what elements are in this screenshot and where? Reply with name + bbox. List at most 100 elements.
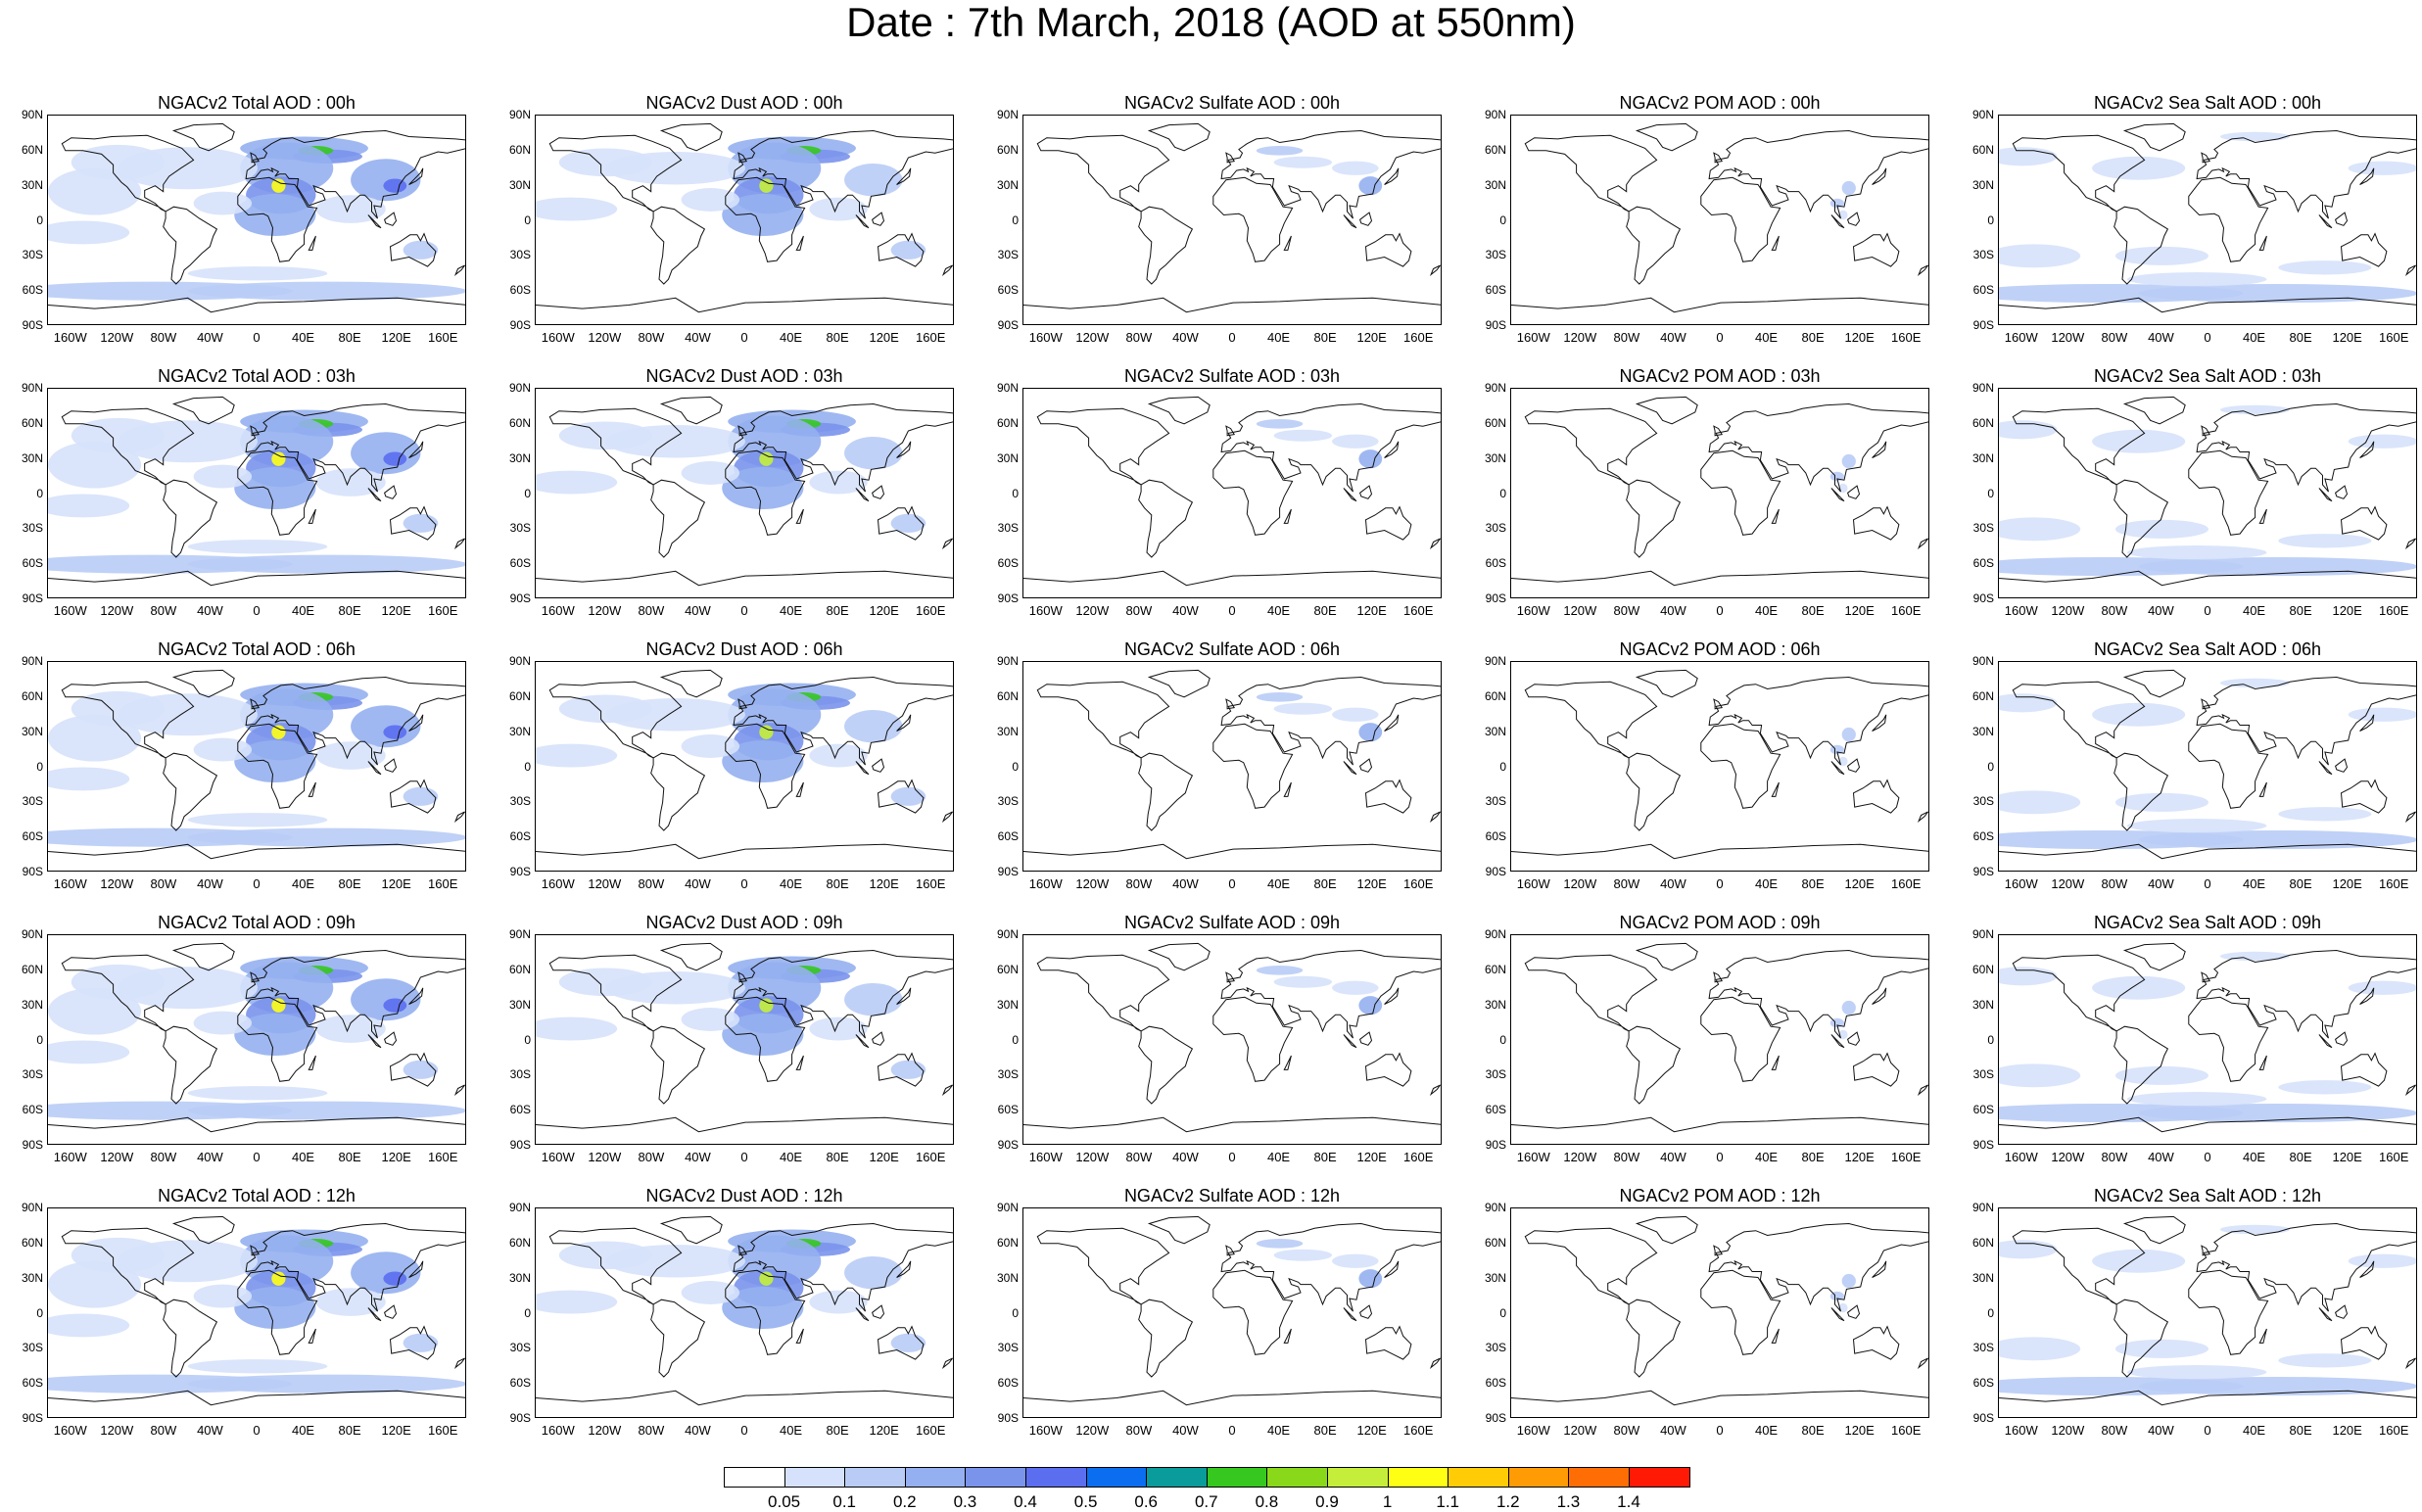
colorbar-swatch bbox=[1507, 1467, 1570, 1488]
coastline bbox=[389, 232, 437, 267]
coastline bbox=[1220, 949, 1441, 1039]
coastline bbox=[1700, 176, 1781, 262]
lon-tick-label: 160E bbox=[428, 330, 458, 345]
aod-field-patch bbox=[1999, 517, 2081, 542]
lat-tick-label: 60N bbox=[1484, 688, 1506, 703]
map-panel-sulfate-06h: NGACv2 Sulfate AOD : 06h 90N 60N 30N 0 30S 60S… bbox=[985, 639, 1461, 901]
panel-title: NGACv2 Sea Salt AOD : 09h bbox=[2093, 913, 2322, 932]
aod-field-patch bbox=[2348, 707, 2416, 722]
aod-field-patch bbox=[48, 1260, 142, 1308]
coastline bbox=[408, 1260, 424, 1278]
aod-field-patch bbox=[536, 197, 618, 221]
lat-tick-label: 0 bbox=[1012, 759, 1019, 774]
lat-tick-label: 30N bbox=[21, 177, 43, 192]
lat-tick-label: 0 bbox=[524, 1032, 531, 1047]
lon-tick-label: 120W bbox=[2051, 603, 2085, 618]
coastline bbox=[171, 669, 235, 698]
lat-tick-label: 30N bbox=[508, 177, 531, 192]
aod-field-patch bbox=[2092, 156, 2186, 180]
lat-tick-label: 30S bbox=[509, 248, 531, 262]
panel-title: NGACv2 Sea Salt AOD : 00h bbox=[2093, 93, 2322, 113]
aod-field-patch bbox=[1841, 453, 1856, 469]
lat-tick-label: 30S bbox=[1485, 794, 1506, 809]
lat-tick-label: 90N bbox=[21, 1201, 43, 1214]
lon-tick-label: 40W bbox=[197, 603, 223, 618]
aod-field-patch bbox=[809, 197, 868, 221]
panel-title: NGACv2 Sulfate AOD : 00h bbox=[1123, 93, 1341, 113]
aod-field-patch bbox=[2278, 1080, 2372, 1095]
aod-field-patch bbox=[844, 436, 903, 470]
aod-field-patch bbox=[681, 461, 740, 485]
coastline bbox=[1635, 669, 1698, 698]
coastline bbox=[1147, 1215, 1211, 1245]
lat-tick-label: 60S bbox=[22, 556, 43, 571]
lon-tick-label: 80W bbox=[638, 1150, 665, 1164]
map-panel-sulfate-00h: NGACv2 Sulfate AOD : 00h 90N 60N 30N 0 30S 60S… bbox=[985, 93, 1461, 354]
lat-tick-label: 30N bbox=[996, 997, 1019, 1012]
panel-title: NGACv2 Total AOD : 00h bbox=[158, 93, 356, 113]
aod-field-patch bbox=[2126, 819, 2267, 833]
aod-field-patch bbox=[48, 1313, 130, 1338]
coastline bbox=[536, 570, 953, 587]
lon-tick-label: 160E bbox=[1403, 876, 1434, 891]
aod-field-patch bbox=[48, 441, 142, 489]
lon-tick-label: 80E bbox=[826, 1150, 849, 1164]
coastline bbox=[308, 235, 316, 251]
lon-tick-label: 0 bbox=[2204, 1150, 2211, 1164]
lat-tick-label: 60N bbox=[508, 1235, 531, 1250]
coastline bbox=[725, 1269, 806, 1355]
lat-tick-label: 30N bbox=[1971, 177, 1994, 192]
aod-field-patch bbox=[809, 743, 868, 768]
lat-tick-label: 60S bbox=[1485, 283, 1506, 298]
lat-tick-label: 30N bbox=[21, 1270, 43, 1285]
coastline bbox=[2340, 1052, 2388, 1087]
coastline bbox=[855, 488, 870, 502]
coastline bbox=[2359, 441, 2375, 458]
coastline bbox=[659, 1215, 723, 1245]
aod-field-patch bbox=[1999, 1337, 2081, 1361]
coastline bbox=[1700, 1269, 1781, 1355]
lat-tick-label: 30S bbox=[997, 248, 1019, 262]
lon-tick-label: 120E bbox=[1844, 603, 1875, 618]
map-panel-seasalt-00h: NGACv2 Sea Salt AOD : 00h 90N 60N 30N 0 30S 60… bbox=[1961, 93, 2422, 354]
lon-tick-label: 120E bbox=[381, 1150, 411, 1164]
lon-tick-label: 80W bbox=[2101, 1423, 2128, 1438]
lon-tick-label: 160W bbox=[541, 330, 575, 345]
aod-field-patch bbox=[2092, 1249, 2186, 1273]
lon-tick-label: 120W bbox=[2051, 1150, 2085, 1164]
coastline bbox=[1225, 425, 1236, 437]
lon-tick-label: 40W bbox=[197, 1150, 223, 1164]
coastline bbox=[1511, 843, 1928, 860]
lon-tick-label: 80E bbox=[1801, 1423, 1825, 1438]
lat-tick-label: 60N bbox=[508, 142, 531, 157]
lon-tick-label: 40E bbox=[291, 603, 315, 618]
coastline bbox=[1847, 758, 1861, 773]
coastline bbox=[1713, 1245, 1724, 1256]
lon-tick-label: 120W bbox=[100, 1150, 134, 1164]
lon-tick-label: 160E bbox=[916, 1423, 946, 1438]
aod-field-patch bbox=[558, 694, 652, 724]
coastline bbox=[384, 485, 398, 499]
coastline bbox=[245, 676, 465, 766]
lon-tick-label: 120E bbox=[2332, 1423, 2362, 1438]
coastline bbox=[367, 1307, 382, 1322]
lat-tick-label: 30N bbox=[508, 450, 531, 465]
aod-field-patch bbox=[2278, 1353, 2372, 1368]
coastline bbox=[1359, 212, 1373, 226]
panel-title: NGACv2 Sea Salt AOD : 03h bbox=[2093, 366, 2322, 386]
coastline bbox=[2335, 212, 2349, 226]
coastline bbox=[250, 971, 261, 983]
coastline bbox=[795, 235, 804, 251]
coastline bbox=[725, 449, 806, 536]
lon-tick-label: 40E bbox=[1266, 603, 1291, 618]
coastline bbox=[1023, 1116, 1441, 1133]
lon-tick-label: 160W bbox=[1028, 330, 1063, 345]
coastline bbox=[795, 508, 804, 524]
aod-field-patch bbox=[271, 998, 286, 1013]
coastline bbox=[2359, 1260, 2375, 1278]
lat-tick-label: 90N bbox=[996, 1201, 1019, 1214]
coastline bbox=[2335, 485, 2349, 499]
lat-tick-label: 60S bbox=[997, 829, 1019, 844]
map-panel-seasalt-06h: NGACv2 Sea Salt AOD : 06h 90N 60N 30N 0 30S 60… bbox=[1961, 639, 2422, 901]
coastline bbox=[163, 752, 218, 831]
